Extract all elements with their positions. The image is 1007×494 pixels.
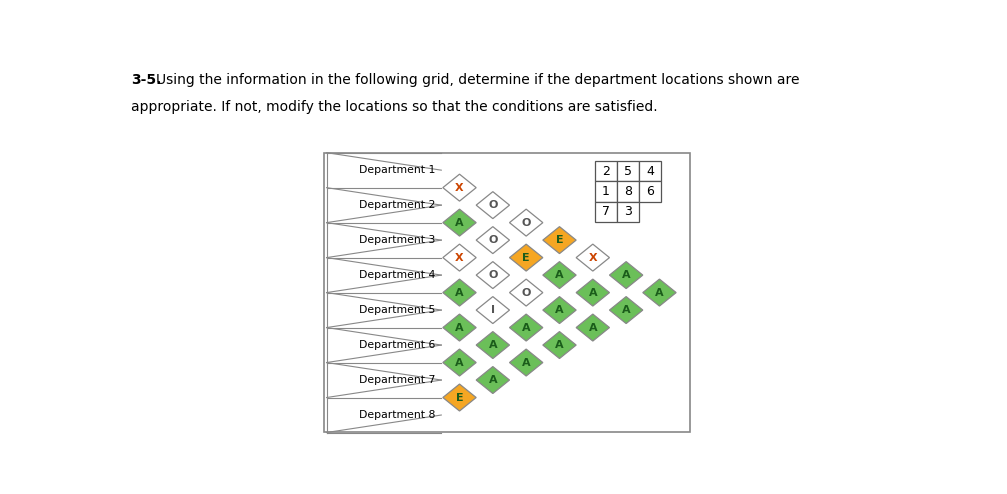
Text: O: O bbox=[488, 270, 497, 280]
FancyBboxPatch shape bbox=[638, 161, 661, 181]
Text: A: A bbox=[588, 288, 597, 297]
Text: A: A bbox=[522, 323, 531, 332]
Text: Using the information in the following grid, determine if the department locatio: Using the information in the following g… bbox=[156, 73, 800, 87]
Text: O: O bbox=[522, 218, 531, 228]
FancyBboxPatch shape bbox=[323, 153, 690, 432]
FancyBboxPatch shape bbox=[617, 202, 638, 222]
Text: Department 1: Department 1 bbox=[358, 165, 435, 175]
Polygon shape bbox=[576, 279, 609, 306]
FancyBboxPatch shape bbox=[595, 181, 617, 202]
Text: O: O bbox=[488, 235, 497, 245]
Polygon shape bbox=[476, 331, 510, 359]
Text: 2: 2 bbox=[602, 165, 609, 178]
Polygon shape bbox=[543, 296, 576, 324]
FancyBboxPatch shape bbox=[617, 161, 638, 181]
Polygon shape bbox=[510, 349, 543, 376]
Text: Department 3: Department 3 bbox=[358, 235, 435, 245]
Polygon shape bbox=[476, 296, 510, 324]
FancyBboxPatch shape bbox=[617, 181, 638, 202]
Text: 5: 5 bbox=[624, 165, 631, 178]
Polygon shape bbox=[443, 174, 476, 201]
Text: A: A bbox=[455, 323, 464, 332]
Text: A: A bbox=[555, 340, 564, 350]
Polygon shape bbox=[476, 262, 510, 288]
Polygon shape bbox=[443, 279, 476, 306]
Text: Department 4: Department 4 bbox=[358, 270, 435, 280]
Polygon shape bbox=[543, 262, 576, 288]
Text: A: A bbox=[555, 270, 564, 280]
Text: 6: 6 bbox=[646, 185, 654, 198]
Text: A: A bbox=[455, 358, 464, 368]
Text: 3: 3 bbox=[624, 206, 631, 218]
Text: A: A bbox=[455, 218, 464, 228]
Text: X: X bbox=[455, 252, 464, 263]
FancyBboxPatch shape bbox=[595, 202, 617, 222]
Text: X: X bbox=[588, 252, 597, 263]
Text: A: A bbox=[588, 323, 597, 332]
Text: I: I bbox=[490, 305, 494, 315]
Polygon shape bbox=[543, 227, 576, 253]
Text: Department 2: Department 2 bbox=[358, 200, 435, 210]
Polygon shape bbox=[576, 314, 609, 341]
Text: A: A bbox=[488, 375, 497, 385]
Text: Department 6: Department 6 bbox=[358, 340, 435, 350]
Text: A: A bbox=[488, 340, 497, 350]
Text: A: A bbox=[455, 288, 464, 297]
Polygon shape bbox=[510, 209, 543, 236]
Text: appropriate. If not, modify the locations so that the conditions are satisfied.: appropriate. If not, modify the location… bbox=[131, 100, 658, 114]
FancyBboxPatch shape bbox=[595, 161, 617, 181]
Polygon shape bbox=[476, 192, 510, 219]
Polygon shape bbox=[510, 244, 543, 271]
Polygon shape bbox=[476, 227, 510, 253]
Text: X: X bbox=[455, 183, 464, 193]
Text: E: E bbox=[456, 393, 463, 403]
Text: O: O bbox=[488, 200, 497, 210]
Text: A: A bbox=[555, 305, 564, 315]
Text: A: A bbox=[656, 288, 664, 297]
Polygon shape bbox=[443, 314, 476, 341]
Text: A: A bbox=[622, 270, 630, 280]
Text: Department 8: Department 8 bbox=[358, 410, 435, 420]
Text: O: O bbox=[522, 288, 531, 297]
Text: E: E bbox=[523, 252, 530, 263]
Polygon shape bbox=[443, 209, 476, 236]
Polygon shape bbox=[443, 384, 476, 411]
Polygon shape bbox=[576, 244, 609, 271]
Polygon shape bbox=[510, 279, 543, 306]
Polygon shape bbox=[642, 279, 676, 306]
Text: E: E bbox=[556, 235, 563, 245]
Text: 8: 8 bbox=[624, 185, 631, 198]
Text: Department 5: Department 5 bbox=[358, 305, 435, 315]
Text: Department 7: Department 7 bbox=[358, 375, 435, 385]
FancyBboxPatch shape bbox=[638, 181, 661, 202]
Text: 1: 1 bbox=[602, 185, 609, 198]
Polygon shape bbox=[476, 367, 510, 394]
Polygon shape bbox=[609, 296, 642, 324]
Polygon shape bbox=[443, 349, 476, 376]
Text: 7: 7 bbox=[602, 206, 610, 218]
Polygon shape bbox=[443, 244, 476, 271]
Text: A: A bbox=[622, 305, 630, 315]
Polygon shape bbox=[510, 314, 543, 341]
Text: 3-5.: 3-5. bbox=[131, 73, 161, 87]
Polygon shape bbox=[543, 331, 576, 359]
Polygon shape bbox=[609, 262, 642, 288]
Text: A: A bbox=[522, 358, 531, 368]
Text: 4: 4 bbox=[646, 165, 654, 178]
